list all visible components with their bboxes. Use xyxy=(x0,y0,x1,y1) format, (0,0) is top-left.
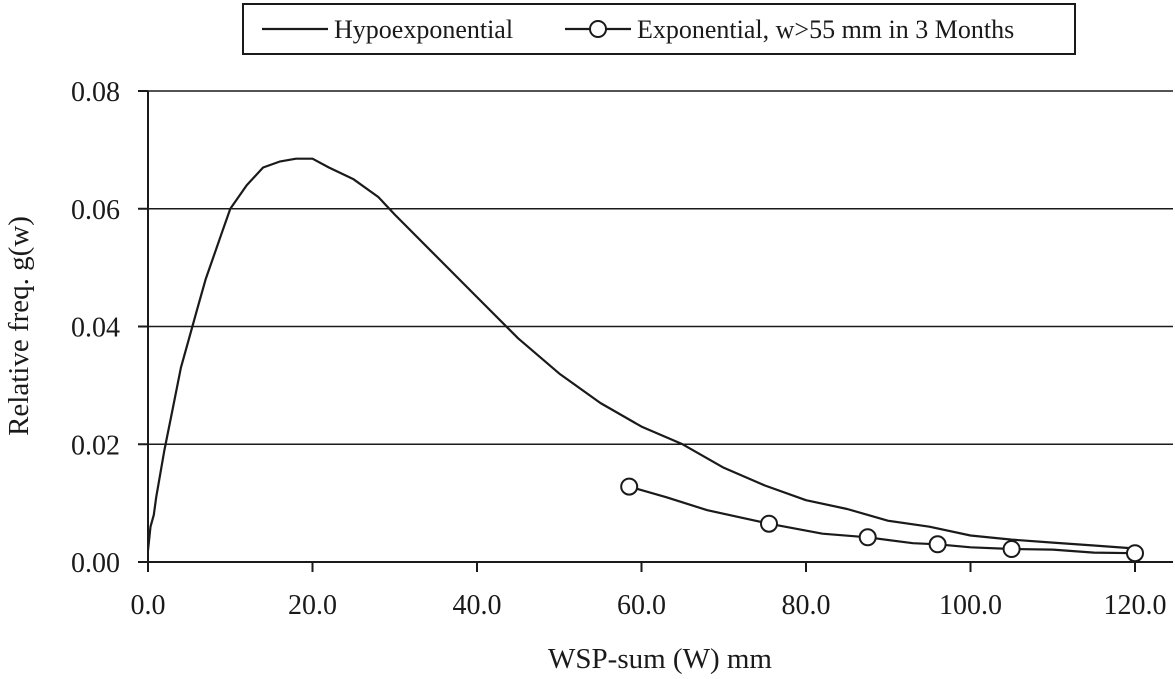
x-axis-ticks: 0.0 20.0 40.0 60.0 80.0 100.0 120.0 xyxy=(131,562,1167,621)
x-tick-label-4: 80.0 xyxy=(782,590,831,621)
data-point-series-2-5 xyxy=(1126,544,1144,563)
legend-marker-series-2 xyxy=(589,20,607,38)
gridlines xyxy=(148,90,1173,446)
x-tick-label-2: 40.0 xyxy=(453,590,502,621)
data-point-series-2-1 xyxy=(760,514,778,533)
y-tick-label-1: 0.02 xyxy=(71,430,120,461)
x-tick-label-0: 0.0 xyxy=(131,590,166,621)
series-line-1 xyxy=(146,157,1136,551)
y-tick-label-4: 0.08 xyxy=(71,77,120,108)
x-tick-label-6: 120.0 xyxy=(1104,590,1167,621)
y-tick-label-3: 0.06 xyxy=(71,195,120,226)
data-point-series-2-3 xyxy=(928,535,947,554)
legend-label-series-2: Exponential, w>55 mm in 3 Months xyxy=(637,15,1014,44)
x-tick-label-3: 60.0 xyxy=(617,590,666,621)
legend-box xyxy=(242,3,1076,55)
y-axis-title: Relative freq. g(w) xyxy=(3,216,35,436)
y-tick-label-2: 0.04 xyxy=(71,313,120,344)
legend: Hypoexponential Exponential, w>55 mm in … xyxy=(242,3,1076,55)
data-point-series-2-4 xyxy=(1002,540,1021,558)
y-tick-label-0: 0.00 xyxy=(71,548,120,579)
y-axis-ticks: 0.00 0.02 0.04 0.06 0.08 xyxy=(71,77,148,579)
data-point-series-2-2 xyxy=(858,528,877,547)
x-tick-label-5: 100.0 xyxy=(939,590,1002,621)
series-line-2 xyxy=(628,485,1136,555)
series-markers xyxy=(620,477,1144,563)
legend-label-series-1: Hypoexponential xyxy=(334,15,513,44)
x-axis-title: WSP-sum (W) mm xyxy=(548,643,772,675)
x-tick-label-1: 20.0 xyxy=(288,590,337,621)
series-lines xyxy=(146,157,1136,555)
data-point-series-2-0 xyxy=(620,477,639,496)
